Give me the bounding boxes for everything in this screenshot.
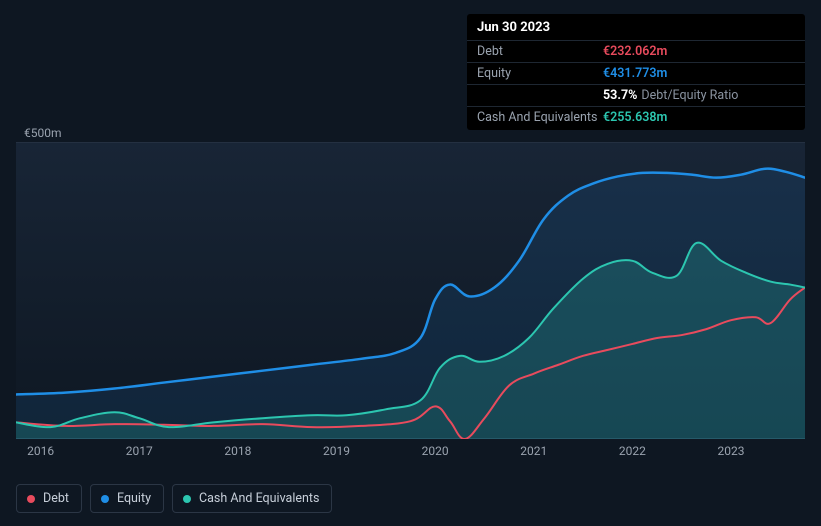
chart-plot-area[interactable]	[16, 142, 805, 439]
tooltip-date: Jun 30 2023	[467, 14, 805, 40]
tooltip-row-value: €255.638m	[603, 110, 667, 125]
legend: Debt Equity Cash And Equivalents	[16, 484, 332, 513]
x-tick: 2016	[27, 444, 54, 458]
tooltip-row: Cash And Equivalents€255.638m	[467, 106, 805, 128]
tooltip-row: Equity€431.773m	[467, 62, 805, 84]
x-tick: 2023	[718, 444, 745, 458]
tooltip-row-value: €232.062m	[603, 44, 667, 59]
tooltip-row-value: 53.7%Debt/Equity Ratio	[603, 88, 738, 103]
tooltip-row: Debt€232.062m	[467, 40, 805, 62]
chart-tooltip: Jun 30 2023 Debt€232.062mEquity€431.773m…	[467, 14, 805, 130]
x-tick: 2019	[323, 444, 350, 458]
chart-svg	[16, 142, 805, 439]
tooltip-row-label: Equity	[477, 66, 603, 81]
legend-dot-icon	[101, 495, 109, 503]
legend-item-label: Debt	[43, 491, 69, 506]
x-axis: 2016 2017 2018 2019 2020 2021 2022 2023	[16, 444, 805, 462]
legend-item-label: Equity	[117, 491, 151, 506]
legend-item[interactable]: Debt	[16, 484, 82, 513]
x-tick: 2017	[126, 444, 153, 458]
legend-item-label: Cash And Equivalents	[199, 491, 319, 506]
legend-dot-icon	[27, 495, 35, 503]
x-tick: 2018	[224, 444, 251, 458]
legend-item[interactable]: Cash And Equivalents	[172, 484, 332, 513]
tooltip-row-label: Debt	[477, 44, 603, 59]
tooltip-row-value: €431.773m	[603, 66, 667, 81]
legend-dot-icon	[183, 495, 191, 503]
legend-item[interactable]: Equity	[90, 484, 164, 513]
x-tick: 2020	[422, 444, 449, 458]
tooltip-row-label	[477, 88, 603, 103]
x-tick: 2022	[619, 444, 646, 458]
tooltip-row: 53.7%Debt/Equity Ratio	[467, 84, 805, 106]
x-tick: 2021	[520, 444, 547, 458]
y-axis-label-top: €500m	[24, 126, 62, 140]
tooltip-row-label: Cash And Equivalents	[477, 110, 603, 125]
